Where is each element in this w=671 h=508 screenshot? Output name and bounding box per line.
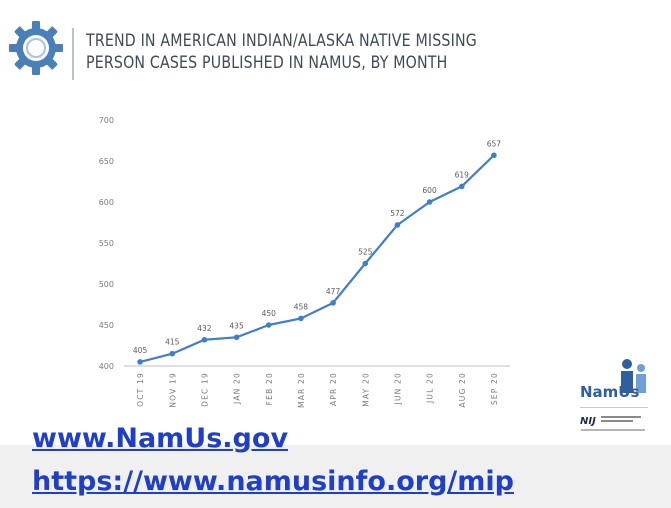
x-tick-label: NOV 19 [168,372,177,408]
x-tick-label: AUG 20 [458,372,467,408]
y-tick-label: 600 [99,198,114,207]
series-line [139,154,495,363]
data-label: 600 [422,186,437,195]
y-tick-label: 650 [99,157,114,166]
data-label: 432 [197,324,212,333]
line-chart: 400 450 500 550 600 650 700 OCT 19 NOV 19 DEC 19 J… [99,116,510,408]
x-tick-label: DEC 19 [200,372,209,407]
data-label: 657 [487,139,502,148]
data-point [169,350,176,357]
x-tick-label: JAN 20 [233,372,242,405]
x-tick-label: SEP 20 [490,372,499,405]
gear-icon [8,20,64,76]
namusinfo-mip-link[interactable]: https://www.namusinfo.org/mip [32,466,514,497]
data-point [362,260,369,267]
namus-logo: NamUs NIJ [577,354,651,436]
y-tick-label: 500 [99,280,114,289]
data-point [233,334,240,341]
x-tick-label: APR 20 [329,372,338,406]
x-tick-label: FEB 20 [265,372,274,405]
data-point [298,315,304,322]
data-point [458,183,465,190]
namus-logo-text: NamUs [580,383,639,401]
x-tick-label: JUL 20 [426,372,435,404]
data-label: 435 [229,321,244,330]
data-point [137,359,143,365]
chart-title: TREND IN AMERICAN INDIAN/ALASKA NATIVE M… [86,31,477,72]
data-label: 525 [358,248,373,257]
data-label: 458 [294,302,309,311]
data-label: 415 [165,338,180,347]
namus-gov-link[interactable]: www.NamUs.gov [32,423,289,454]
data-point [491,152,497,159]
x-tick-label: OCT 19 [136,372,145,407]
data-label: 572 [390,209,405,218]
footer-band [0,445,671,508]
header-divider [72,28,74,80]
data-label: 477 [326,287,341,296]
data-label: 619 [455,170,470,179]
data-label: 405 [133,346,148,355]
data-point [394,222,401,228]
data-point [265,322,272,328]
y-tick-label: 700 [99,116,114,125]
x-tick-label: MAY 20 [361,372,370,407]
data-point [201,336,208,343]
y-tick-label: 400 [99,362,114,371]
data-label: 450 [262,309,277,318]
x-tick-label: JUN 20 [393,372,402,405]
y-tick-label: 550 [99,239,114,248]
slide: TREND IN AMERICAN INDIAN/ALASKA NATIVE M… [8,20,651,436]
data-point [330,300,336,306]
y-tick-label: 450 [99,321,114,330]
x-tick-label: MAR 20 [297,372,306,408]
data-point [426,199,433,205]
svg-text:NIJ: NIJ [580,416,596,427]
